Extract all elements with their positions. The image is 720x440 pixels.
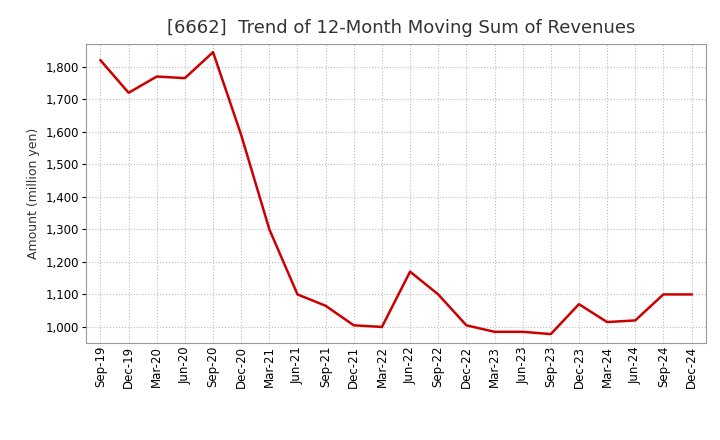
Y-axis label: Amount (million yen): Amount (million yen) [27,128,40,259]
Text: [6662]  Trend of 12-Month Moving Sum of Revenues: [6662] Trend of 12-Month Moving Sum of R… [167,19,635,37]
